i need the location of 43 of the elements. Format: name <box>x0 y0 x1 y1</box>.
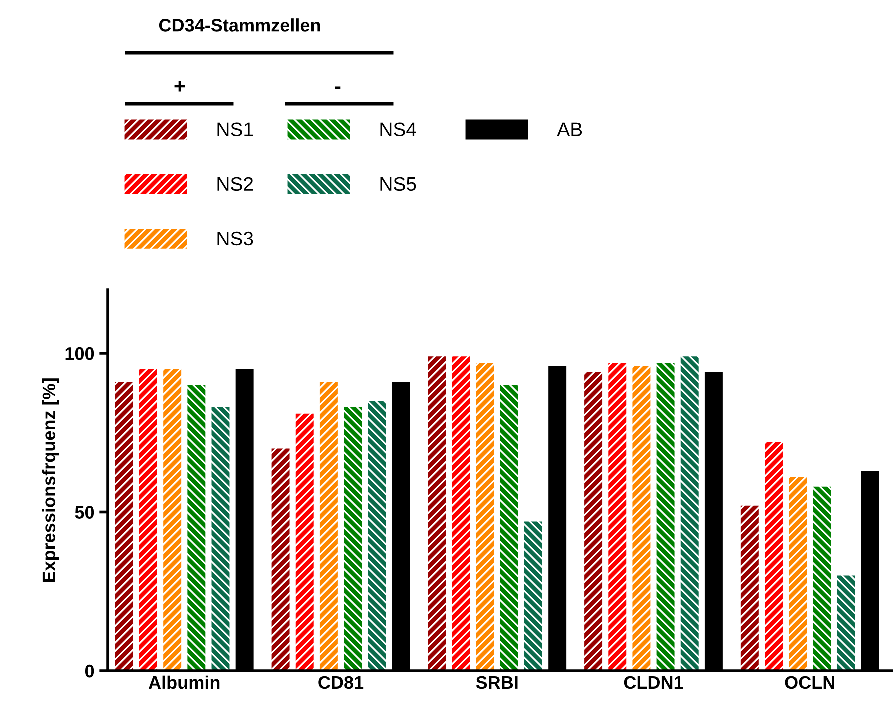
bar <box>656 363 675 671</box>
legend-title: CD34-Stammzellen <box>159 18 320 32</box>
legend-label: NS2 <box>218 177 254 192</box>
y-tick-label: 100 <box>66 347 94 360</box>
legend-label: NS3 <box>218 232 254 246</box>
bar <box>344 407 362 671</box>
x-tick-label: CD81 <box>318 676 364 690</box>
bar <box>164 369 182 671</box>
x-tick-label: SRBI <box>476 676 518 690</box>
bar <box>740 506 759 671</box>
bar <box>584 372 603 671</box>
bar <box>789 477 808 671</box>
bar <box>140 369 158 671</box>
bar <box>632 366 651 671</box>
bar <box>813 486 832 671</box>
bar <box>320 382 338 671</box>
bar <box>428 356 446 671</box>
bar <box>296 414 314 671</box>
bar <box>188 385 206 671</box>
y-tick-label: 0 <box>85 664 94 678</box>
bar <box>368 401 386 671</box>
bar <box>680 356 699 671</box>
bar <box>115 382 134 671</box>
x-tick-label: CLDN1 <box>624 676 684 690</box>
x-tick-label: OCLN <box>785 676 834 690</box>
bar <box>837 576 856 671</box>
legend-label: AB <box>557 122 582 136</box>
y-axis-title: Expressionsfrquenz [%] <box>42 378 60 582</box>
bar <box>272 448 290 671</box>
text: - <box>335 86 341 90</box>
legend-label: NS5 <box>380 177 416 192</box>
bar <box>212 407 230 671</box>
y-tick-label: 50 <box>75 506 94 519</box>
legend-label: NS4 <box>380 122 416 136</box>
x-tick-label: Albumin <box>148 676 220 690</box>
bar <box>452 356 470 671</box>
bar <box>608 363 627 671</box>
bar <box>765 442 783 671</box>
text: + <box>174 81 186 92</box>
legend-label: NS1 <box>218 122 254 136</box>
bar <box>476 363 494 671</box>
bar <box>500 385 518 671</box>
bar <box>524 522 542 671</box>
